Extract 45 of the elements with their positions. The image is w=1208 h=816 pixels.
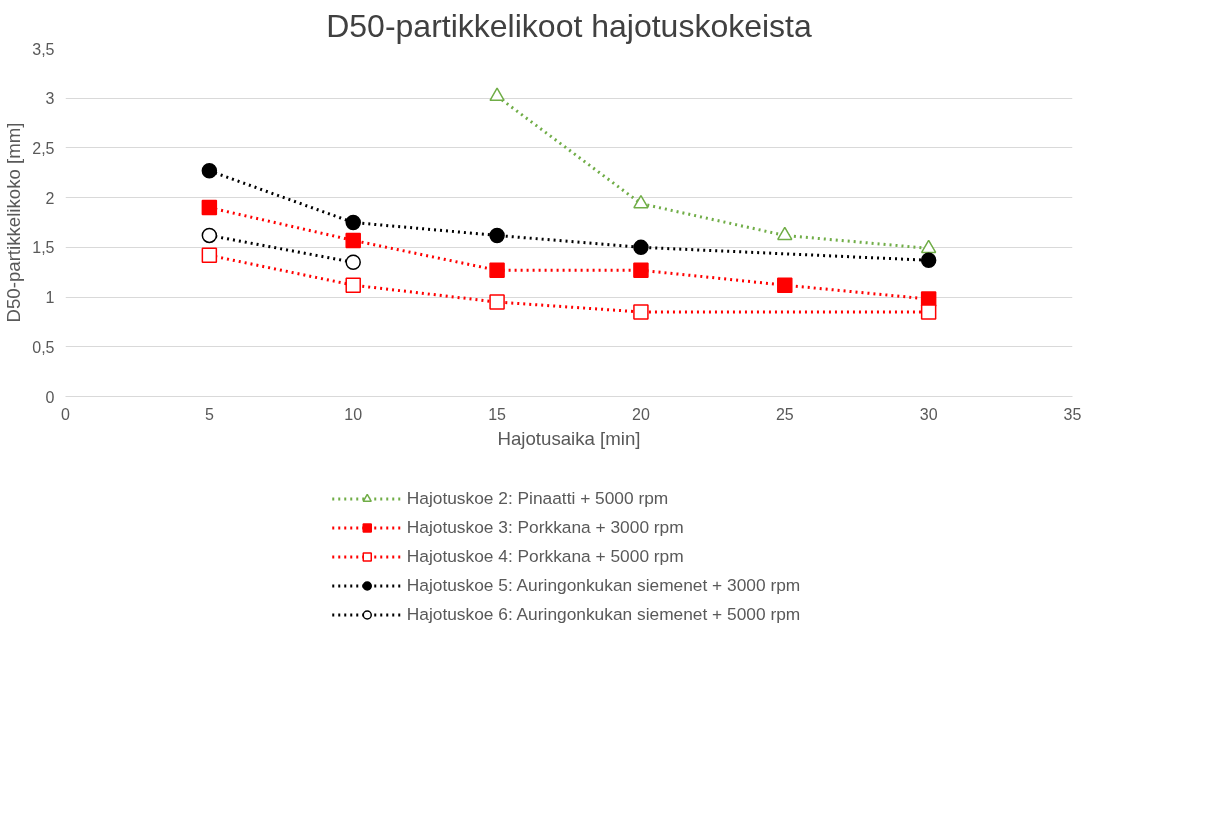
point [777, 226, 793, 241]
point [201, 247, 218, 264]
y-tick-label: 1,5 [32, 239, 55, 257]
point [345, 214, 361, 231]
chart-title: D50-partikkelikoot hajotuskokeista [326, 7, 812, 44]
point [345, 277, 361, 293]
point [633, 194, 649, 209]
y-tick-label: 2,5 [32, 139, 55, 157]
point [633, 262, 649, 278]
x-axis-title: Hajotusaika [min] [497, 427, 641, 449]
x-tick-label: 0 [61, 405, 71, 423]
point [920, 239, 937, 254]
x-tick-label: 20 [632, 405, 650, 423]
point [920, 252, 937, 269]
y-tick-label: 3 [45, 90, 55, 108]
y-tick-label: 2 [45, 189, 55, 207]
point [201, 163, 218, 179]
point [489, 294, 505, 310]
point [489, 262, 505, 278]
x-tick-label: 30 [919, 405, 938, 423]
legend-label: Hajotuskoe 5: Auringonkukan siemenet + 3000 rpm [406, 574, 801, 596]
point [201, 227, 218, 244]
y-tick-label: 0,5 [32, 338, 55, 356]
point [633, 304, 649, 320]
point [633, 239, 649, 256]
legend-label: Hajotuskoe 2: Pinaatti + 5000 rpm [406, 487, 669, 509]
legend-label: Hajotuskoe 3: Porkkana + 3000 rpm [406, 516, 684, 538]
y-tick-label: 1 [45, 289, 55, 307]
point [920, 304, 937, 320]
point [489, 87, 505, 102]
y-tick-label: 0 [45, 388, 55, 406]
x-tick-label: 5 [204, 405, 214, 423]
x-tick-label: 35 [1063, 405, 1082, 423]
point [345, 254, 361, 271]
y-axis-title: D50-partikkelikoko [mm] [3, 122, 25, 323]
point [777, 277, 793, 293]
x-tick-label: 15 [488, 405, 507, 423]
legend-label: Hajotuskoe 6: Auringonkukan siemenet + 5000 rpm [406, 603, 801, 625]
y-tick-label: 3,5 [32, 40, 55, 58]
x-tick-label: 25 [775, 405, 794, 423]
point [489, 227, 505, 244]
legend-label: Hajotuskoe 4: Porkkana + 5000 rpm [406, 545, 684, 567]
point [201, 199, 218, 216]
point [345, 232, 361, 249]
x-tick-label: 10 [344, 405, 363, 423]
